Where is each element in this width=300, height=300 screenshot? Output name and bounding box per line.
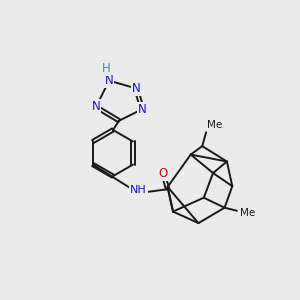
Text: NH: NH (130, 185, 147, 195)
Text: O: O (158, 167, 168, 180)
Text: N: N (92, 100, 100, 113)
Text: N: N (105, 74, 113, 87)
Text: H: H (102, 62, 110, 75)
Text: Me: Me (207, 120, 222, 130)
Text: N: N (138, 103, 147, 116)
Text: N: N (132, 82, 140, 95)
Text: Me: Me (240, 208, 255, 218)
